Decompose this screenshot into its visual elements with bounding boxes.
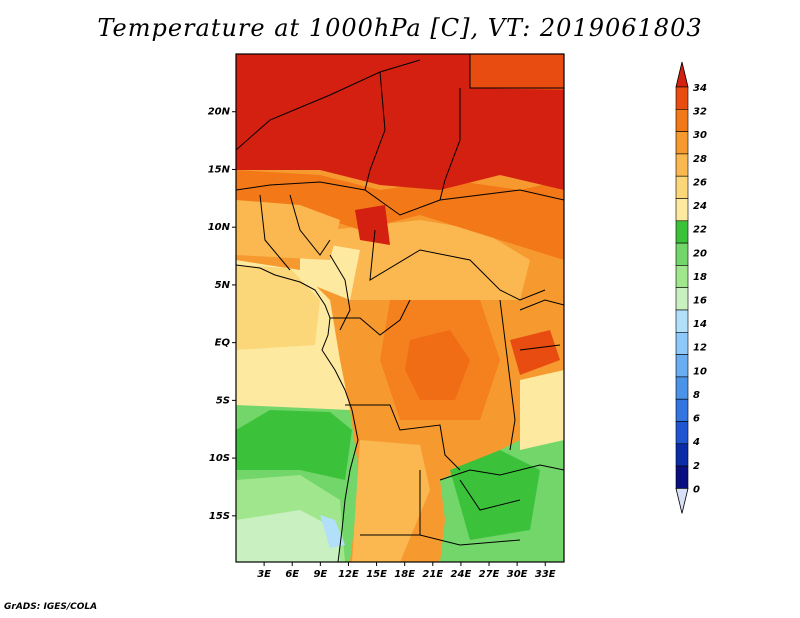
border-sahara-2 — [364, 71, 386, 191]
lat-tick-label: 15S — [209, 511, 230, 522]
longitude-axis: 3E 6E 9E 12E 15E 18E 21E 24E 27E 30E 33E — [257, 562, 556, 580]
temperature-field — [236, 54, 564, 562]
colorbar-band — [675, 220, 689, 244]
border-egypt-libya — [469, 54, 564, 89]
lat-tick-label: 15N — [208, 164, 231, 175]
map-frame — [235, 53, 565, 563]
lon-tick-label: 24E — [451, 569, 472, 580]
coastline-west-africa — [236, 264, 359, 562]
colorbar-band — [675, 175, 689, 199]
colorbar-band — [675, 287, 689, 311]
colorbar-band — [675, 198, 689, 222]
colorbar-band — [675, 398, 689, 422]
field-ocean-green-dark — [236, 410, 352, 480]
colorbar-band — [675, 242, 689, 266]
grads-credit: GrADS: IGES/COLA — [4, 602, 98, 612]
colorbar-band — [675, 153, 689, 177]
latitude-axis: 20N 15N 10N 5N EQ 5S 10S 15S — [208, 107, 236, 522]
colorbar-label: 30 — [693, 130, 707, 141]
border-south-interior — [419, 470, 521, 535]
lon-tick-label: 18E — [394, 569, 415, 580]
colorbar-band — [675, 421, 689, 445]
colorbar-label: 24 — [693, 201, 707, 212]
lon-tick-label: 27E — [479, 569, 500, 580]
colorbar-label: 4 — [692, 437, 700, 448]
lon-tick-label: 12E — [338, 569, 359, 580]
border-sahel — [236, 181, 564, 216]
lon-tick-label: 6E — [285, 569, 299, 580]
colorbar-band — [675, 443, 689, 467]
field-lakes-hot — [510, 330, 560, 375]
colorbar-top-arrow — [675, 61, 689, 88]
colorbar-label: 10 — [693, 366, 707, 377]
colorbar-label: 22 — [693, 225, 707, 236]
colorbar-band — [675, 86, 689, 110]
lat-tick-label: 10N — [208, 222, 231, 233]
colorbar-label: 20 — [693, 248, 707, 259]
border-angola-south — [360, 534, 521, 546]
lon-tick-label: 15E — [366, 569, 387, 580]
colorbar-label: 32 — [693, 107, 707, 118]
borders — [236, 54, 564, 562]
colorbar-label: 16 — [693, 296, 707, 307]
lon-tick-label: 30E — [507, 569, 528, 580]
colorbar-label: 14 — [693, 319, 707, 330]
colorbar-label: 6 — [693, 414, 700, 425]
colorbar-label: 28 — [693, 154, 707, 165]
field-north-orange — [470, 54, 564, 90]
border-gabon-congo — [330, 299, 411, 336]
lon-tick-label: 21E — [422, 569, 443, 580]
colorbar-band — [675, 331, 689, 355]
colorbar-band — [675, 354, 689, 378]
field-lake-chad-red — [355, 205, 390, 245]
colorbar-label: 34 — [693, 83, 707, 94]
colorbar-band — [675, 465, 689, 489]
lon-tick-label: 33E — [535, 569, 556, 580]
colorbar-label: 12 — [693, 343, 707, 354]
lat-tick-label: 20N — [208, 107, 231, 118]
field-congo-orange — [380, 300, 500, 420]
lat-tick-label: 10S — [209, 453, 230, 464]
border-uganda-kenya — [519, 299, 564, 351]
lat-tick-label: 5N — [215, 280, 231, 291]
colorbar-band — [675, 265, 689, 288]
field-south-gold — [352, 440, 430, 562]
colorbar-band — [675, 309, 689, 333]
border-cameroon — [329, 254, 351, 331]
field-ocean-pale — [236, 510, 340, 562]
lat-tick-label: EQ — [215, 338, 231, 349]
lat-tick-label: 5S — [216, 395, 230, 406]
field-east-yellow — [520, 370, 564, 450]
colorbar-band — [675, 109, 689, 132]
border-sudan-north — [439, 88, 461, 201]
lon-tick-label: 3E — [257, 569, 271, 580]
border-zambia — [439, 464, 564, 481]
field-se-green-dark — [450, 450, 540, 540]
colorbar-label: 0 — [693, 484, 700, 495]
colorbar-band — [675, 376, 689, 400]
border-drc-east — [499, 299, 516, 451]
field-ocean-lightblue — [320, 515, 345, 548]
colorbar-band — [675, 131, 689, 155]
border-drc-angola — [345, 404, 461, 471]
border-sahara-1 — [236, 59, 421, 151]
colorbar-bottom-arrow — [675, 488, 689, 514]
lon-tick-label: 9E — [313, 569, 327, 580]
colorbar-label: 2 — [693, 461, 700, 472]
map-title: Temperature at 1000hPa [C], VT: 20190618… — [97, 14, 703, 42]
field-gulf-gold — [236, 265, 320, 350]
border-chad-car — [369, 229, 546, 301]
border-nigeria — [259, 194, 331, 271]
colorbar-label: 18 — [693, 272, 707, 283]
colorbar-label: 8 — [693, 390, 700, 401]
colorbar-label: 26 — [693, 177, 707, 188]
